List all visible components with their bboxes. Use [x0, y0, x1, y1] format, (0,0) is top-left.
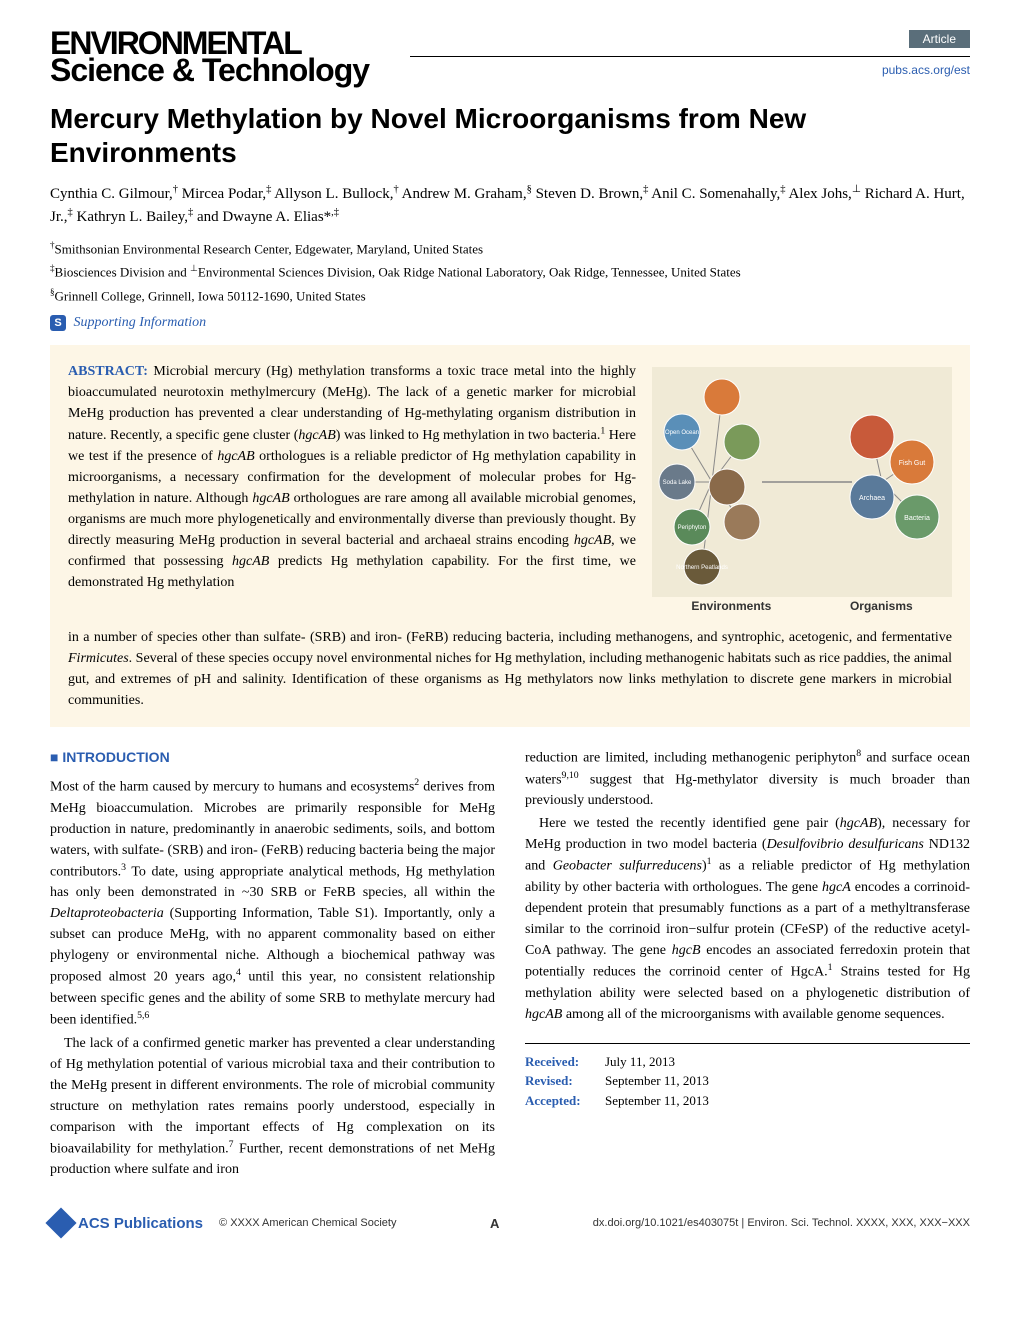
pubs-link[interactable]: pubs.acs.org/est [882, 63, 970, 77]
received-date: July 11, 2013 [605, 1052, 675, 1072]
abstract-label: ABSTRACT: [68, 364, 148, 379]
graphical-abstract: Open Ocean Soda Lake Periphyton Northern Pe… [652, 361, 952, 621]
page-footer: ACS Publications © XXXX American Chemica… [50, 1212, 970, 1234]
svg-text:Open Ocean: Open Ocean [665, 430, 699, 436]
supporting-label: Supporting Information [74, 315, 207, 330]
intro-p3: reduction are limited, including methano… [525, 747, 970, 811]
article-badge: Article [909, 30, 970, 48]
column-left: INTRODUCTION Most of the harm caused by … [50, 747, 495, 1182]
abstract-body-top: Microbial mercury (Hg) methylation trans… [68, 364, 636, 590]
acs-logo-icon [45, 1208, 76, 1239]
affiliation-1: †Smithsonian Environmental Research Cent… [50, 239, 970, 259]
supporting-icon: S [50, 315, 66, 331]
figure-svg: Open Ocean Soda Lake Periphyton Northern Pe… [652, 367, 952, 597]
logo-line2: Science & Technology [50, 57, 369, 84]
body-columns: INTRODUCTION Most of the harm caused by … [50, 747, 970, 1182]
figure-label-environments: Environments [691, 597, 771, 615]
intro-p4: Here we tested the recently identified g… [525, 813, 970, 1024]
journal-logo: ENVIRONMENTAL Science & Technology [50, 30, 369, 84]
intro-p2: The lack of a confirmed genetic marker h… [50, 1033, 495, 1181]
header-rule [410, 56, 970, 57]
dates-block: Received:July 11, 2013 Revised:September… [525, 1043, 970, 1111]
svg-text:Fish Gut: Fish Gut [899, 460, 926, 467]
figure-label-organisms: Organisms [850, 597, 913, 615]
acs-publications: ACS Publications © XXXX American Chemica… [50, 1212, 396, 1234]
svg-text:Bacteria: Bacteria [904, 515, 930, 522]
accepted-date: September 11, 2013 [605, 1091, 709, 1111]
copyright: © XXXX American Chemical Society [219, 1217, 396, 1229]
svg-text:Soda Lake: Soda Lake [663, 480, 692, 486]
article-title: Mercury Methylation by Novel Microorgani… [50, 102, 970, 169]
accepted-label: Accepted: [525, 1091, 605, 1111]
received-label: Received: [525, 1052, 605, 1072]
svg-text:Northern Peatlands: Northern Peatlands [676, 565, 728, 571]
acs-text: ACS Publications [78, 1215, 203, 1232]
affiliation-3: §Grinnell College, Grinnell, Iowa 50112-… [50, 286, 970, 306]
header-right: Article pubs.acs.org/est [410, 30, 970, 77]
revised-label: Revised: [525, 1071, 605, 1091]
header: ENVIRONMENTAL Science & Technology Artic… [50, 30, 970, 84]
column-right: reduction are limited, including methano… [525, 747, 970, 1182]
abstract-body-bottom: in a number of species other than sulfat… [68, 627, 952, 711]
affiliation-2: ‡Biosciences Division and ⊥Environmental… [50, 262, 970, 282]
authors: Cynthia C. Gilmour,† Mircea Podar,‡ Ally… [50, 182, 970, 229]
abstract: ABSTRACT: Microbial mercury (Hg) methyla… [50, 345, 970, 727]
intro-p1: Most of the harm caused by mercury to hu… [50, 776, 495, 1031]
svg-text:Periphyton: Periphyton [678, 525, 707, 531]
revised-date: September 11, 2013 [605, 1071, 709, 1091]
abstract-text-top: ABSTRACT: Microbial mercury (Hg) methyla… [68, 361, 636, 621]
svg-text:Archaea: Archaea [859, 495, 885, 502]
section-header-introduction: INTRODUCTION [50, 747, 495, 768]
supporting-info[interactable]: S Supporting Information [50, 315, 970, 331]
doi: dx.doi.org/10.1021/es403075t | Environ. … [593, 1217, 970, 1229]
page-letter: A [490, 1216, 499, 1231]
affiliations-block: †Smithsonian Environmental Research Cent… [50, 239, 970, 306]
